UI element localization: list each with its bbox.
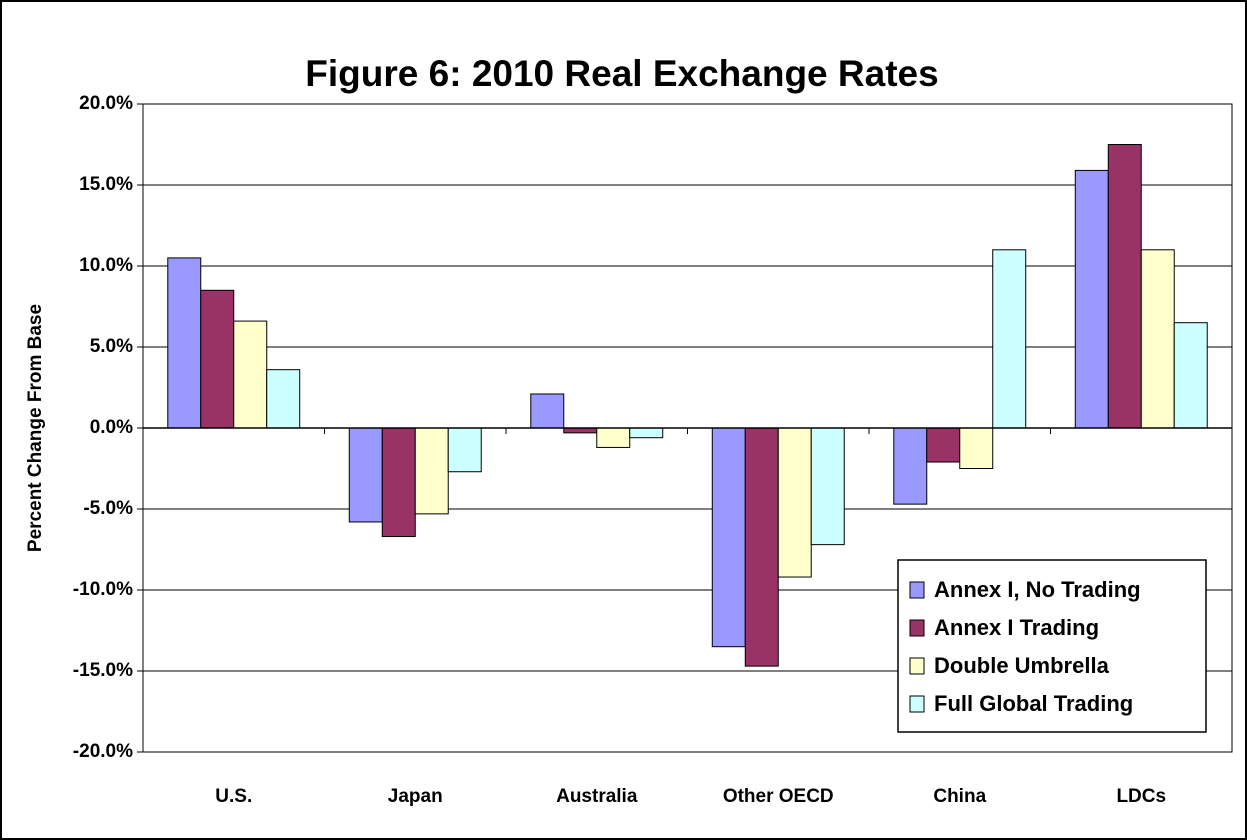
legend-label: Full Global Trading [934, 691, 1133, 716]
x-tick-label: Japan [388, 786, 443, 807]
bar [233, 320, 268, 429]
bar [414, 427, 449, 515]
bar [893, 427, 928, 505]
y-tick-label: -10.0% [73, 579, 133, 600]
y-tick-label: 0.0% [90, 417, 133, 438]
bar [348, 427, 383, 523]
bar [530, 393, 565, 429]
x-tick-label: U.S. [215, 786, 252, 807]
bar [777, 427, 812, 578]
x-tick-label: Australia [556, 786, 638, 807]
legend-label: Double Umbrella [934, 653, 1110, 678]
y-tick-label: 5.0% [90, 336, 133, 357]
y-tick-label: 20.0% [79, 93, 133, 114]
y-axis-label: Percent Change From Base [25, 304, 46, 552]
bar [711, 427, 746, 648]
bar [1140, 249, 1175, 429]
bar [959, 427, 994, 469]
bar [1074, 169, 1109, 429]
bar [200, 289, 235, 429]
bar [266, 369, 301, 429]
legend-swatch [909, 619, 925, 637]
bar [381, 427, 416, 538]
bar [596, 427, 631, 448]
legend-label: Annex I Trading [934, 615, 1099, 640]
bar [167, 257, 202, 429]
legend-box [897, 559, 1207, 733]
chart-title: Figure 6: 2010 Real Exchange Rates [305, 53, 938, 94]
y-tick-label: 15.0% [79, 174, 133, 195]
bar [1107, 144, 1142, 429]
legend-label: Annex I, No Trading [934, 577, 1141, 602]
legend-swatch [909, 581, 925, 599]
y-tick-label: -5.0% [83, 498, 133, 519]
y-tick-label: 10.0% [79, 255, 133, 276]
bar [629, 427, 664, 439]
x-tick-label: China [933, 786, 986, 807]
legend-swatch [909, 657, 925, 675]
bar [1173, 322, 1208, 429]
y-tick-label: -20.0% [73, 741, 133, 762]
legend-swatch [909, 695, 925, 713]
y-tick-label: -15.0% [73, 660, 133, 681]
x-tick-label: Other OECD [723, 786, 834, 807]
bar [744, 427, 779, 667]
bar [992, 249, 1027, 429]
bar [447, 427, 482, 473]
bar [926, 427, 961, 463]
x-tick-label: LDCs [1116, 786, 1166, 807]
bar [810, 427, 845, 546]
